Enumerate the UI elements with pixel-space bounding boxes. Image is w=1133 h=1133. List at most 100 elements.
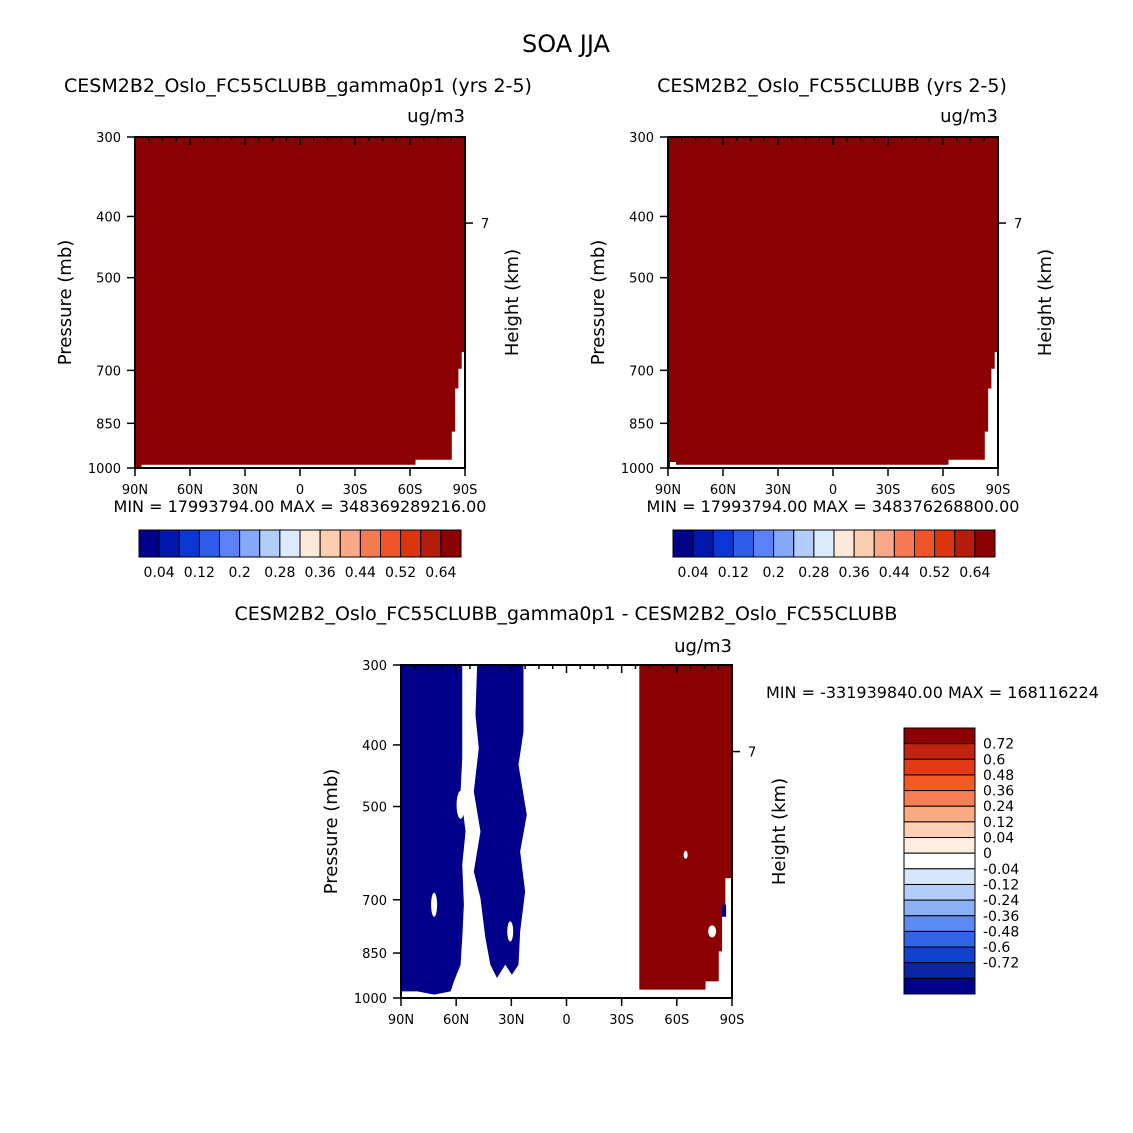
y-tick-label: 400 [96, 210, 121, 225]
colorbar-box [793, 529, 815, 558]
x-tick-label: 0 [829, 483, 837, 498]
y-tick-label: 300 [362, 659, 387, 674]
colorbar-label: 0.24 [983, 799, 1014, 815]
right-tick-label: 7 [481, 217, 489, 232]
colorbar-box [773, 529, 795, 558]
x-tick-label: 30N [765, 483, 791, 498]
field-gap [708, 925, 717, 938]
colorbar-box [903, 930, 976, 948]
y-tick-label: 700 [362, 894, 387, 909]
colorbar-case: 0.04 0.12 0.2 0.28 0.36 0.44 0.52 0.64 [138, 529, 462, 581]
colorbar-box [239, 529, 261, 558]
field-gap [431, 892, 438, 917]
panels: 90N 60N 30N 0 30S 60S 90S30040050070085010007C… [55, 75, 1099, 1028]
x-tick-label: 0 [296, 483, 304, 498]
colorbar-label: 0.44 [345, 565, 376, 581]
y-tick-label: 1000 [88, 462, 121, 477]
colorbar-box [903, 790, 976, 807]
y-tick-label: 300 [96, 131, 121, 146]
panel-control: 90N 60N 30N 0 30S 60S 90S 300 400 500 700 850 1000 7 C… [588, 75, 1056, 516]
colorbar-box [692, 529, 714, 558]
colorbar-label: 0.12 [718, 565, 749, 581]
units-label: ug/m3 [407, 106, 465, 127]
colorbar-label: 0.64 [425, 565, 456, 581]
colorbar-box [873, 529, 895, 558]
y-tick-label: 400 [629, 210, 654, 225]
colorbar-box [178, 529, 200, 558]
x-tick-label: 30S [876, 483, 901, 498]
colorbar-label: 0.44 [879, 565, 910, 581]
colorbar-box [138, 529, 160, 558]
y-tick-label: 1000 [621, 462, 654, 477]
colorbar-box [974, 529, 996, 558]
y-tick-label: 700 [629, 364, 654, 379]
colorbar-label: -0.48 [983, 924, 1019, 940]
colorbar-box [893, 529, 915, 558]
colorbar-label: 0.36 [839, 565, 870, 581]
colorbar-box [339, 529, 361, 558]
colorbar-box [672, 529, 694, 558]
units-label: ug/m3 [674, 636, 732, 657]
y-tick-label: 500 [362, 801, 387, 816]
colorbar-box [903, 946, 976, 964]
colorbar-label: 0 [983, 846, 992, 862]
colorbar-label: 0.2 [228, 565, 250, 581]
x-tick-label: 60S [931, 483, 956, 498]
field-gap [507, 921, 514, 942]
colorbar-label: 0.48 [983, 768, 1014, 784]
colorbar-label: 0.36 [305, 565, 336, 581]
x-tick-label: 60N [177, 483, 203, 498]
colorbar-box [903, 899, 976, 917]
colorbar-box [903, 837, 976, 854]
colorbar-label: 0.6 [983, 752, 1005, 768]
stats-label: MIN = 17993794.00 MAX = 348369289216.00 [114, 497, 487, 516]
colorbar-box [753, 529, 775, 558]
figure-title: SOA JJA [522, 30, 610, 58]
colorbar-box [833, 529, 855, 558]
colorbar-label: 0.72 [983, 737, 1014, 753]
colorbar-label: 0.04 [678, 565, 709, 581]
field-fill [668, 137, 998, 468]
right-axis-label: Height (km) [1035, 249, 1056, 356]
units-label: ug/m3 [940, 106, 998, 127]
y-tick-label: 1000 [354, 992, 387, 1007]
colorbar-box [903, 805, 976, 823]
colorbar-box [359, 529, 381, 558]
x-tick-label: 90N [655, 483, 681, 498]
colorbar-label: -0.36 [983, 909, 1019, 925]
colorbar-box [319, 529, 341, 558]
panel-title: CESM2B2_Oslo_FC55CLUBB_gamma0p1 - CESM2B… [235, 603, 898, 625]
negative-cell [722, 904, 727, 917]
colorbar-label: 0.2 [762, 565, 784, 581]
y-axis-label: Pressure (mb) [55, 240, 76, 366]
colorbar-label: 0.04 [983, 831, 1014, 847]
colorbar-box [732, 529, 754, 558]
x-tick-label: 60N [710, 483, 736, 498]
colorbar-box [420, 529, 442, 558]
colorbar-label: 0.12 [983, 815, 1014, 831]
y-tick-label: 850 [629, 417, 654, 432]
x-tick-label: 30S [343, 483, 368, 498]
colorbar-label: 0.36 [983, 784, 1014, 800]
colorbar-box [903, 821, 976, 839]
colorbar-box [903, 852, 976, 870]
colorbar-control: 0.04 0.12 0.2 0.28 0.36 0.44 0.52 0.64 [672, 529, 996, 581]
colorbar-box [903, 727, 976, 745]
colorbar-box [954, 529, 976, 558]
y-axis-label: Pressure (mb) [321, 769, 342, 895]
x-tick-label: 60S [664, 1013, 689, 1028]
colorbar-box [259, 529, 281, 558]
colorbar-label: -0.24 [983, 893, 1019, 909]
field-fill [135, 137, 465, 468]
stats-label: MIN = 17993794.00 MAX = 348376268800.00 [647, 497, 1020, 516]
colorbar-label: -0.12 [983, 877, 1019, 893]
y-tick-label: 850 [96, 417, 121, 432]
colorbar-box [813, 529, 835, 558]
y-tick-label: 850 [362, 947, 387, 962]
right-tick-label: 7 [1014, 217, 1022, 232]
right-tick-label: 7 [748, 746, 756, 761]
colorbar-box [400, 529, 422, 558]
colorbar-box [903, 883, 976, 901]
colorbar-label: -0.72 [983, 956, 1019, 972]
